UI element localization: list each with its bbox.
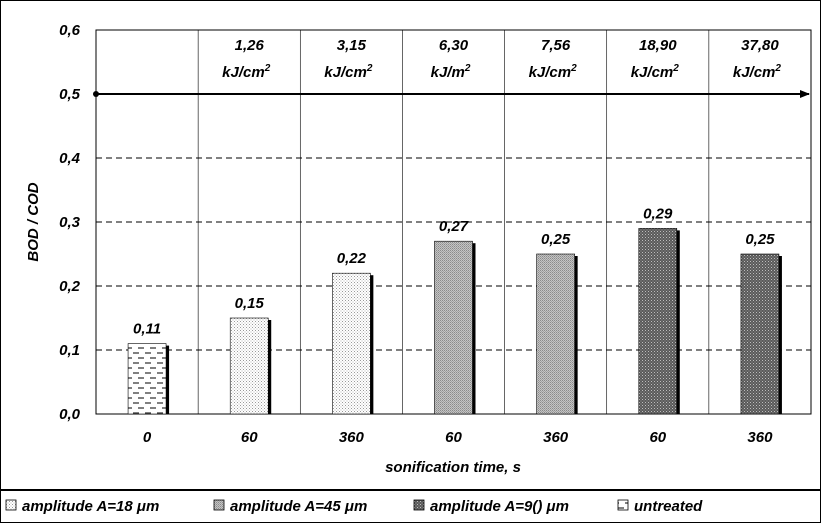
value-label: 0,25 xyxy=(541,231,571,248)
bar xyxy=(332,272,371,415)
gridlines xyxy=(96,157,811,351)
legend: amplitude A=18 μm amplitude A=45 μm amplit… xyxy=(5,498,703,515)
energy-unit-label: kJ/cm2 xyxy=(222,63,271,81)
energy-value-label: 1,26 xyxy=(235,37,265,54)
y-tick-label: 0,6 xyxy=(59,22,81,39)
energy-value-label: 6,30 xyxy=(439,37,469,54)
bars xyxy=(127,228,782,415)
x-tick-label: 360 xyxy=(543,429,569,446)
energy-labels: 1,26 kJ/cm2 3,15 kJ/cm2 6,30 kJ/m2 7,56 kJ/cm2 1… xyxy=(222,37,781,81)
x-axis-label: sonification time, s xyxy=(385,459,521,476)
legend-swatch xyxy=(413,499,425,511)
y-tick-label: 0,5 xyxy=(59,86,81,103)
y-tick-label: 0,1 xyxy=(59,342,80,359)
legend-swatch xyxy=(213,499,225,511)
bar xyxy=(127,343,167,415)
bar xyxy=(229,317,269,415)
x-tick-label: 60 xyxy=(241,429,258,446)
energy-value-label: 3,15 xyxy=(337,37,367,54)
value-label: 0,22 xyxy=(337,250,367,267)
y-tick-label: 0,2 xyxy=(59,278,81,295)
y-tick-label: 0,0 xyxy=(59,406,81,423)
energy-value-label: 18,90 xyxy=(639,37,677,54)
y-tick-label: 0,4 xyxy=(59,150,81,167)
energy-value-label: 37,80 xyxy=(741,37,779,54)
bar xyxy=(638,228,678,415)
bar xyxy=(536,253,575,415)
bar xyxy=(740,253,780,415)
legend-label: amplitude A=18 μm xyxy=(22,498,159,515)
value-label: 0,25 xyxy=(745,231,775,248)
value-label: 0,15 xyxy=(235,295,265,312)
value-label: 0,11 xyxy=(133,321,161,338)
legend-swatch xyxy=(617,499,629,511)
energy-unit-label: kJ/m2 xyxy=(431,63,471,81)
x-tick-label: 60 xyxy=(445,429,462,446)
value-label: 0,27 xyxy=(439,218,469,235)
energy-value-label: 7,56 xyxy=(541,37,571,54)
x-tick-label: 360 xyxy=(747,429,773,446)
legend-label: untreated xyxy=(634,498,703,515)
legend-swatch xyxy=(5,499,17,511)
y-axis-ticks: 0,0 0,1 0,2 0,3 0,4 0,5 0,6 xyxy=(59,22,81,423)
y-axis-label: BOD / COD xyxy=(25,182,42,261)
legend-label: amplitude A=45 μm xyxy=(230,498,367,515)
legend-label: amplitude A=9() μm xyxy=(430,498,569,515)
value-label: 0,29 xyxy=(643,205,673,222)
energy-unit-label: kJ/cm2 xyxy=(324,63,373,81)
x-tick-label: 360 xyxy=(339,429,365,446)
x-tick-label: 0 xyxy=(143,429,152,446)
energy-unit-label: kJ/cm2 xyxy=(529,63,578,81)
value-labels: 0,11 0,15 0,22 0,27 0,25 0,29 0,25 xyxy=(133,205,775,337)
x-tick-label: 60 xyxy=(649,429,666,446)
x-axis-ticks: 0 60 360 60 360 60 360 xyxy=(143,429,773,446)
energy-unit-label: kJ/cm2 xyxy=(733,63,782,81)
energy-unit-label: kJ/cm2 xyxy=(631,63,680,81)
bar xyxy=(434,240,473,415)
legend-box xyxy=(0,490,821,523)
y-tick-label: 0,3 xyxy=(59,214,81,231)
chart-border xyxy=(0,0,821,490)
